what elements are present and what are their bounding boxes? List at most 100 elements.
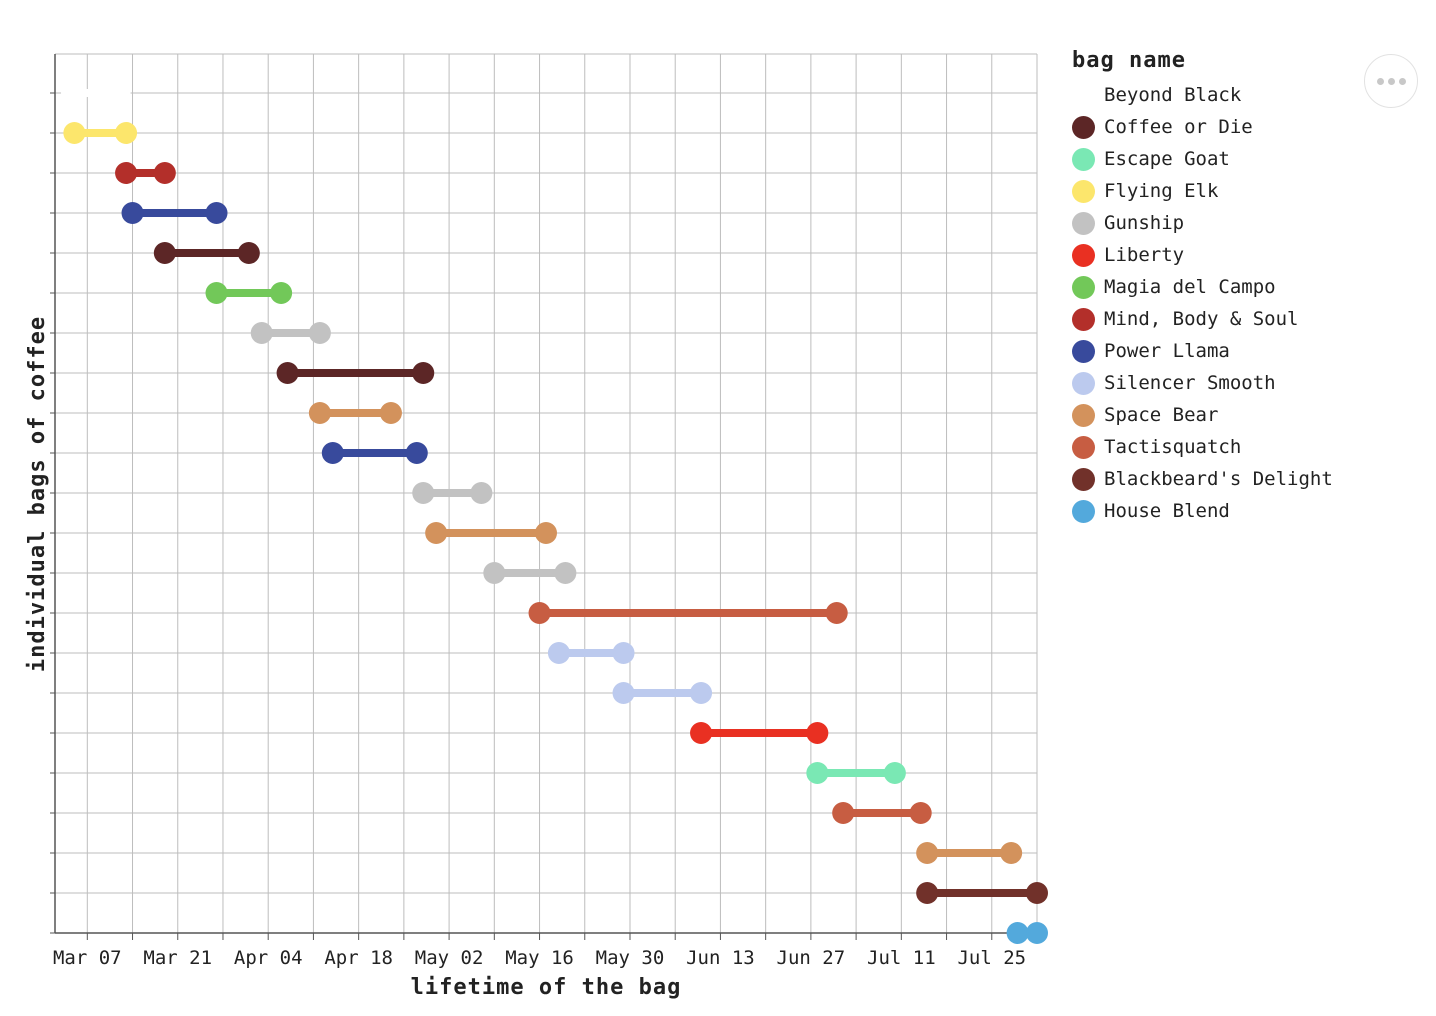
bag-start-point	[121, 202, 144, 224]
more-horizontal-icon	[1376, 77, 1406, 85]
legend-label: Blackbeard's Delight	[1104, 468, 1333, 490]
legend-items: Beyond Black Coffee or Die Escape Goat Flyi…	[1072, 79, 1333, 527]
legend-swatch	[1072, 371, 1095, 395]
bag-end-point	[405, 442, 428, 464]
legend-label: House Blend	[1104, 500, 1230, 522]
bag-end-point	[535, 522, 557, 544]
legend-item[interactable]: Escape Goat	[1072, 143, 1333, 175]
bag-start-point	[612, 682, 635, 704]
bag-start-point	[63, 122, 86, 144]
x-tick-label: Mar 07	[53, 947, 122, 969]
bag-start-point	[412, 482, 435, 504]
more-options-button[interactable]	[1364, 54, 1418, 108]
bag-start-point	[153, 242, 176, 264]
legend-swatch	[1072, 467, 1095, 491]
bag-dumbbell	[412, 482, 493, 504]
legend-swatch	[1072, 307, 1095, 331]
bag-dumbbell	[63, 122, 138, 144]
bag-dumbbell	[153, 242, 260, 264]
legend-label: Coffee or Die	[1104, 116, 1253, 138]
dumbbell-marks	[61, 82, 1048, 944]
bag-end-point	[1000, 842, 1023, 864]
legend-item[interactable]: Mind, Body & Soul	[1072, 303, 1333, 335]
bag-end-point	[1026, 922, 1048, 944]
bag-start-point	[205, 282, 228, 304]
legend-label: Liberty	[1104, 244, 1185, 266]
legend-label: Tactisquatch	[1104, 436, 1242, 458]
bag-dumbbell	[121, 202, 228, 224]
bag-dumbbell	[308, 402, 402, 424]
bag-dumbbell	[321, 442, 428, 464]
x-tick-label: May 30	[596, 947, 665, 969]
legend-swatch	[1072, 147, 1095, 171]
legend-item[interactable]: Tactisquatch	[1072, 431, 1333, 463]
legend-label: Magia del Campo	[1104, 276, 1276, 298]
bag-start-point	[832, 802, 855, 824]
bag-dumbbell	[1006, 922, 1048, 944]
bag-start-point	[547, 642, 570, 664]
legend-title: bag name	[1072, 48, 1186, 73]
bag-start-point	[425, 522, 448, 544]
legend: bag name Beyond Black Coffee or Die Escape…	[1072, 48, 1333, 527]
legend-item[interactable]: Coffee or Die	[1072, 111, 1333, 143]
x-tick-label: Apr 04	[234, 947, 303, 969]
legend-swatch	[1072, 275, 1095, 299]
x-tick-label: Jul 11	[867, 947, 936, 969]
legend-item[interactable]: Flying Elk	[1072, 175, 1333, 207]
legend-item[interactable]: Magia del Campo	[1072, 271, 1333, 303]
bag-start-point	[61, 82, 83, 104]
legend-label: Escape Goat	[1104, 148, 1230, 170]
bag-dumbbell	[115, 162, 176, 184]
bag-end-point	[270, 282, 293, 304]
legend-item[interactable]: Beyond Black	[1072, 79, 1333, 111]
bag-start-point	[250, 322, 273, 344]
bag-end-point	[108, 82, 131, 104]
bag-dumbbell	[61, 82, 131, 104]
bag-start-point	[806, 762, 829, 784]
bag-dumbbell	[205, 282, 293, 304]
legend-label: Mind, Body & Soul	[1104, 308, 1299, 330]
x-tick-label: Jun 27	[777, 947, 846, 969]
legend-item[interactable]: Liberty	[1072, 239, 1333, 271]
x-tick-label: Mar 21	[143, 947, 212, 969]
bag-end-point	[690, 682, 713, 704]
bag-start-point	[528, 602, 551, 624]
legend-label: Gunship	[1104, 212, 1185, 234]
bag-end-point	[115, 122, 138, 144]
bag-end-point	[205, 202, 228, 224]
legend-swatch	[1072, 499, 1095, 523]
legend-item[interactable]: Gunship	[1072, 207, 1333, 239]
bag-start-point	[276, 362, 299, 384]
legend-item[interactable]: Silencer Smooth	[1072, 367, 1333, 399]
legend-item[interactable]: Blackbeard's Delight	[1072, 463, 1333, 495]
bag-dumbbell	[916, 842, 1023, 864]
bag-dumbbell	[832, 802, 932, 824]
x-axis-title: lifetime of the bag	[411, 975, 682, 1000]
legend-swatch	[1072, 435, 1095, 459]
legend-item[interactable]: House Blend	[1072, 495, 1333, 527]
bag-start-point	[321, 442, 344, 464]
bag-dumbbell	[806, 762, 906, 784]
bag-end-point	[1026, 882, 1048, 904]
legend-item[interactable]: Space Bear	[1072, 399, 1333, 431]
legend-swatch	[1072, 403, 1095, 427]
bag-dumbbell	[276, 362, 435, 384]
legend-item[interactable]: Power Llama	[1072, 335, 1333, 367]
bag-end-point	[883, 762, 906, 784]
x-tick-label: Jun 13	[686, 947, 755, 969]
legend-swatch	[1072, 339, 1095, 363]
legend-label: Flying Elk	[1104, 180, 1219, 202]
bag-end-point	[237, 242, 260, 264]
bag-dumbbell	[483, 562, 577, 584]
legend-label: Space Bear	[1104, 404, 1219, 426]
grid-lines	[55, 53, 1038, 934]
axes	[50, 54, 1037, 934]
bag-lifetime-chart: Mar 07 Mar 21 Apr 04 Apr 18 May 02 May 16 May …	[25, 53, 1048, 1000]
x-tick-label: Jul 25	[957, 947, 1026, 969]
bag-end-point	[554, 562, 577, 584]
legend-label: Silencer Smooth	[1104, 372, 1276, 394]
bag-dumbbell	[528, 602, 848, 624]
legend-label: Beyond Black	[1104, 84, 1242, 106]
bag-end-point	[470, 482, 493, 504]
bag-start-point	[483, 562, 506, 584]
